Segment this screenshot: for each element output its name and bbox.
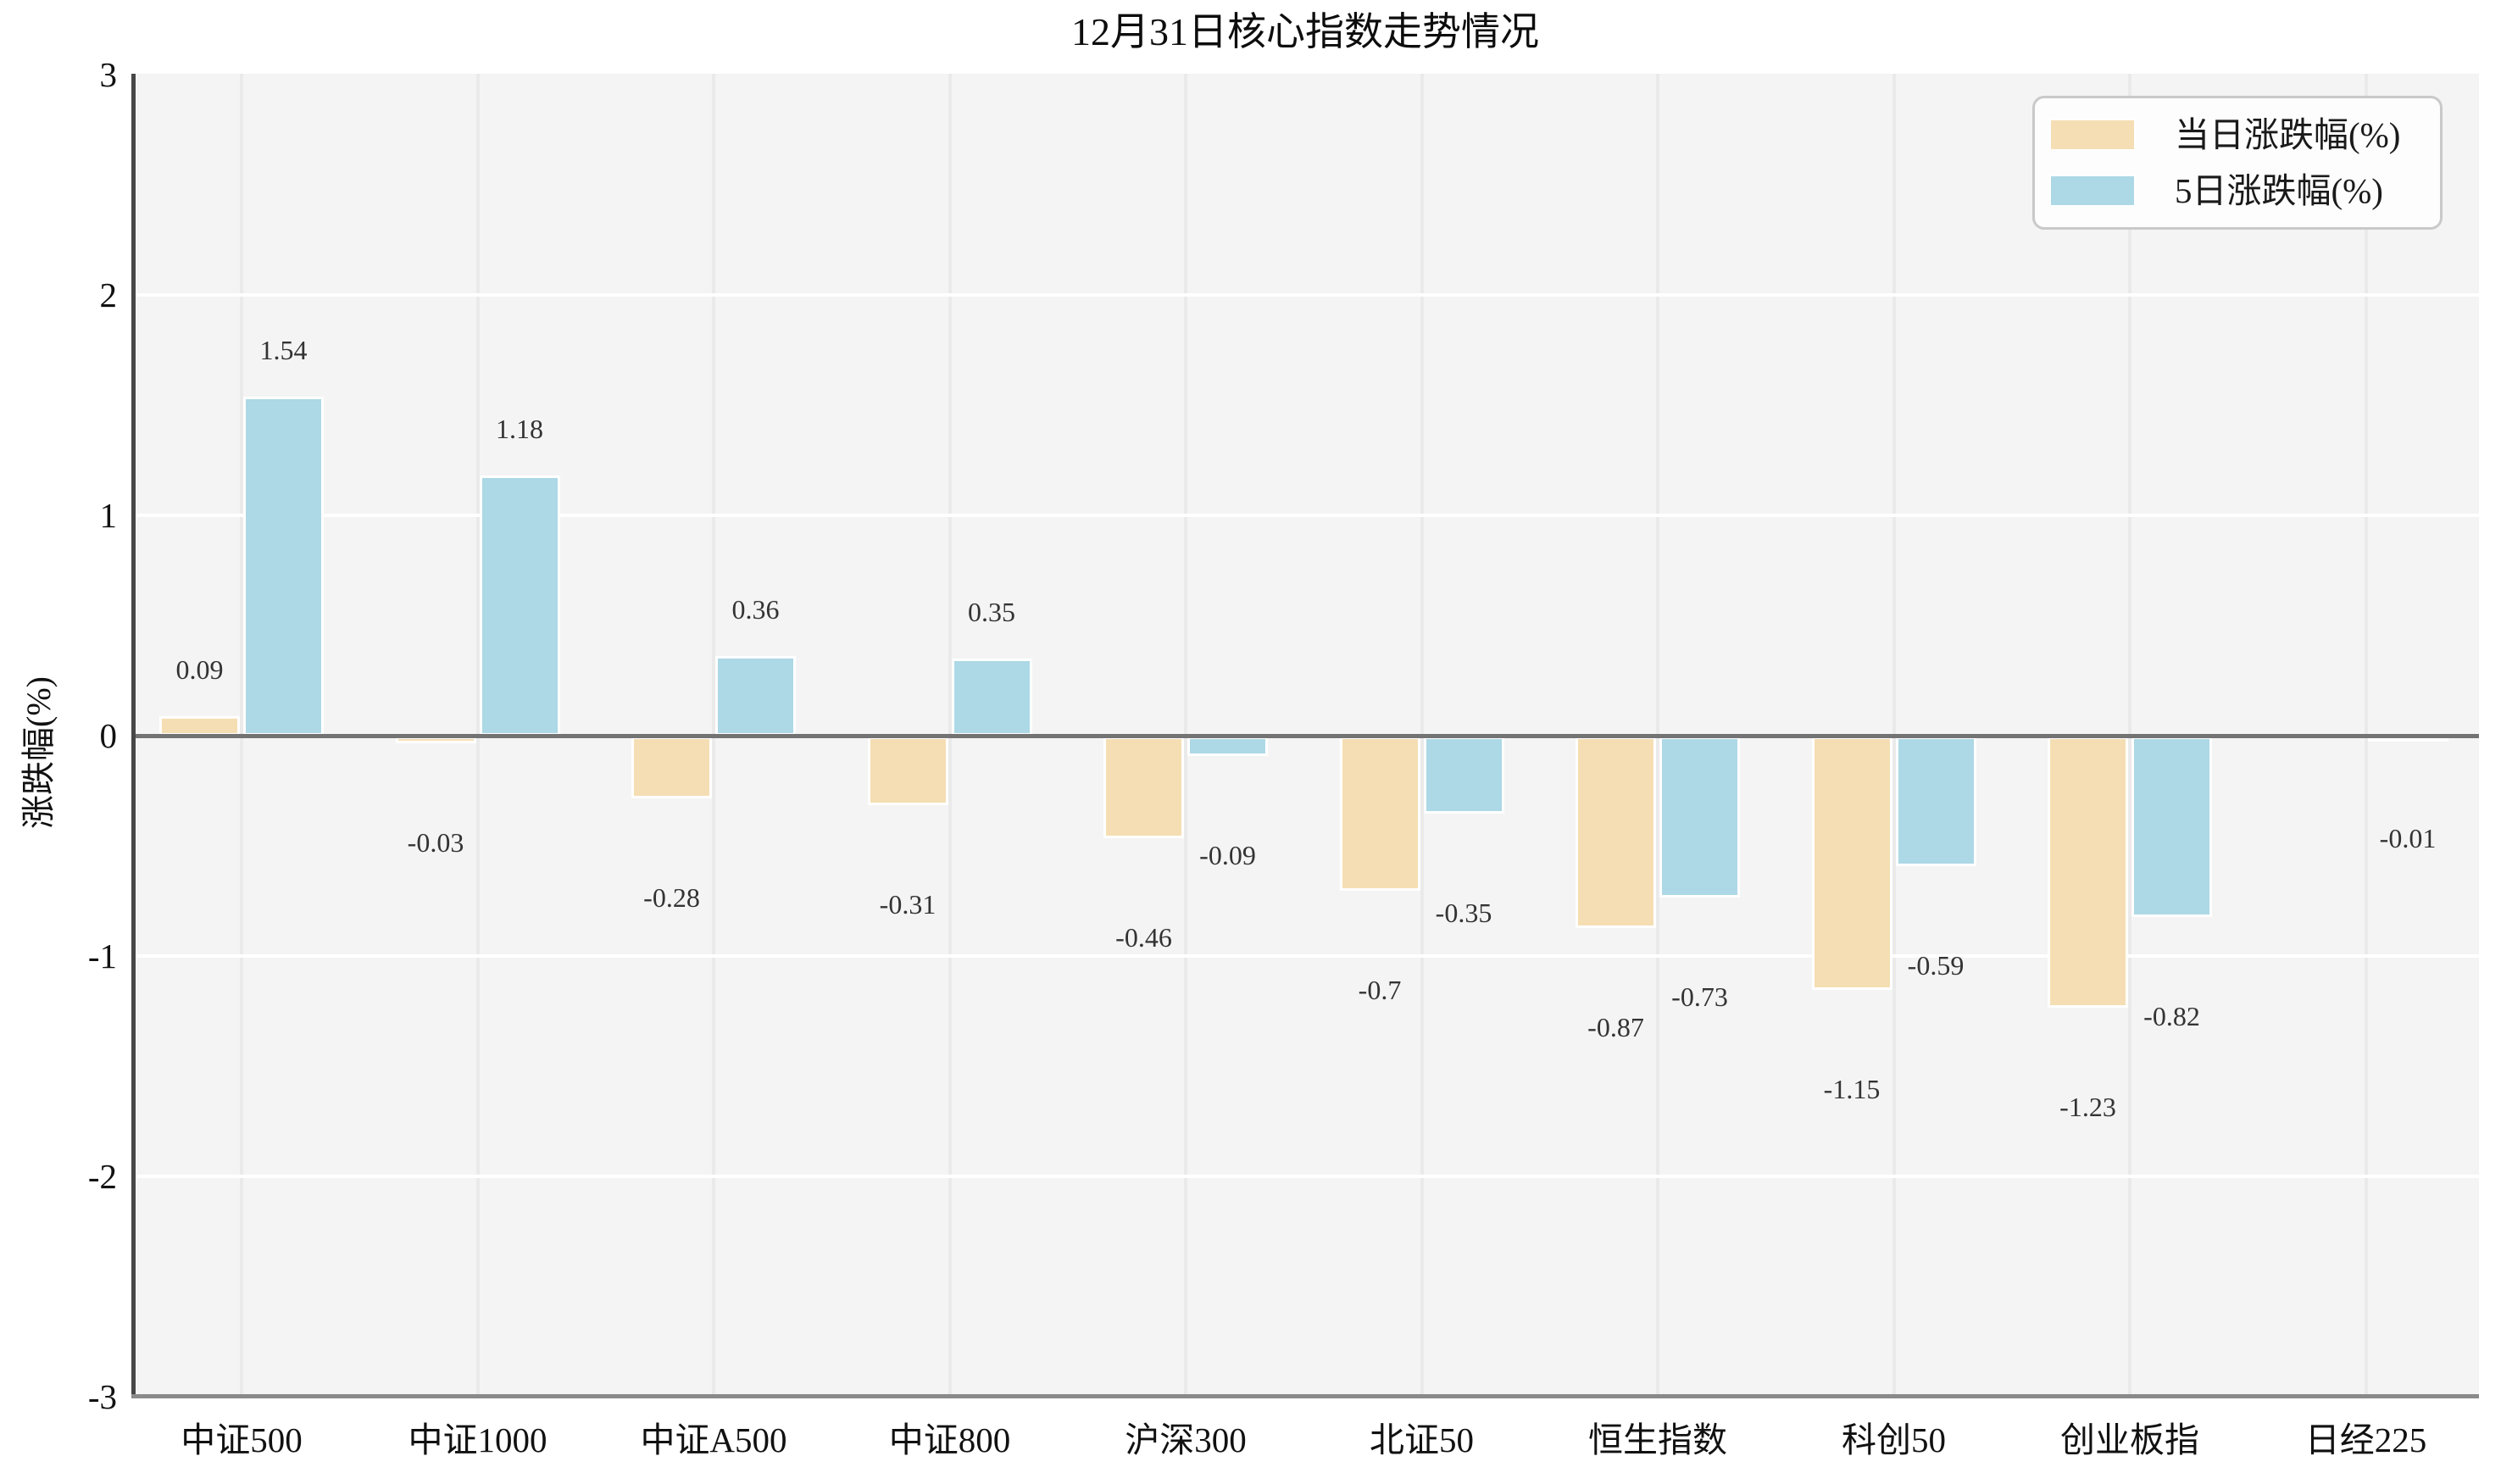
bar-daily — [1339, 736, 1420, 891]
bar-daily — [1103, 736, 1184, 838]
bar-value-label: -0.03 — [407, 827, 464, 858]
bar-value-label: -0.46 — [1115, 922, 1172, 953]
x-category-label: 北证50 — [1370, 1420, 1474, 1459]
chart-title: 12月31日核心指数走势情况 — [1071, 10, 1539, 53]
x-category-label: 恒生指数 — [1588, 1420, 1727, 1459]
y-tick-label: -2 — [87, 1157, 117, 1196]
legend-swatch-5day — [2049, 174, 2136, 207]
legend-row-5day: 5日涨跌幅(%) — [2035, 172, 2440, 209]
legend-label-5day: 5日涨跌幅(%) — [2175, 170, 2383, 210]
bar-value-label: 0.35 — [968, 597, 1015, 627]
y-tick-label: 0 — [99, 716, 118, 755]
bar-value-label: -1.23 — [2059, 1092, 2116, 1122]
bar-5day — [479, 475, 560, 736]
legend-label-daily: 当日涨跌幅(%) — [2175, 115, 2401, 155]
bar-value-label: 1.18 — [496, 414, 543, 444]
horizontal-gridline — [131, 514, 2479, 517]
x-category-label: 沪深300 — [1125, 1420, 1247, 1459]
legend-swatch-daily — [2049, 119, 2136, 152]
bar-value-label: 0.09 — [175, 654, 224, 685]
bar-value-label: -1.15 — [1823, 1074, 1881, 1104]
y-tick-label: 1 — [99, 496, 118, 535]
x-category-label: 创业板指 — [2060, 1420, 2199, 1459]
bar-value-label: -0.73 — [1671, 981, 1728, 1012]
horizontal-gridline — [131, 1175, 2479, 1178]
x-category-label: 科创50 — [1842, 1420, 1946, 1459]
bar-daily — [2048, 736, 2128, 1008]
bar-value-label: -0.09 — [1199, 840, 1256, 870]
horizontal-gridline — [131, 954, 2479, 958]
bar-5day — [1895, 736, 1976, 866]
bar-value-label: -0.87 — [1587, 1012, 1644, 1042]
x-category-label: 中证1000 — [408, 1420, 547, 1459]
bar-value-label: -0.59 — [1907, 950, 1965, 981]
x-category-label: 日经225 — [2304, 1420, 2427, 1459]
bar-5day — [715, 656, 796, 736]
bar-value-label: -0.7 — [1358, 975, 1402, 1005]
y-tick-label: 3 — [99, 55, 118, 94]
y-tick-label: 2 — [99, 275, 118, 314]
bar-daily — [631, 736, 712, 798]
x-category-label: 中证500 — [181, 1420, 303, 1459]
bar-daily — [159, 716, 240, 736]
bar-value-label: -0.01 — [2379, 823, 2437, 853]
bar-daily — [867, 736, 948, 805]
zero-axis-line — [131, 734, 2479, 738]
x-category-label: 中证A500 — [640, 1420, 787, 1459]
bar-value-label: 0.36 — [731, 594, 780, 625]
bar-5day — [1659, 736, 1740, 898]
bar-value-label: 1.54 — [259, 335, 308, 365]
bar-daily — [1576, 736, 1656, 928]
bar-5day — [2131, 736, 2212, 917]
left-spine — [131, 74, 136, 1398]
bar-value-label: -0.35 — [1435, 898, 1492, 928]
bar-value-label: -0.31 — [879, 889, 936, 920]
x-category-label: 中证800 — [888, 1420, 1011, 1459]
y-tick-label: -1 — [87, 937, 117, 975]
bar-5day — [1187, 736, 1268, 756]
legend: 当日涨跌幅(%) 5日涨跌幅(%) — [2032, 96, 2443, 230]
legend-row-daily: 当日涨跌幅(%) — [2035, 116, 2440, 153]
horizontal-gridline — [131, 293, 2479, 297]
bar-5day — [243, 397, 324, 736]
bar-5day — [951, 659, 1032, 736]
bar-5day — [1423, 736, 1504, 814]
bottom-spine — [131, 1394, 2479, 1398]
bar-value-label: -0.28 — [643, 882, 700, 913]
bar-value-label: -0.82 — [2143, 1001, 2200, 1031]
y-tick-label: -3 — [87, 1377, 117, 1416]
